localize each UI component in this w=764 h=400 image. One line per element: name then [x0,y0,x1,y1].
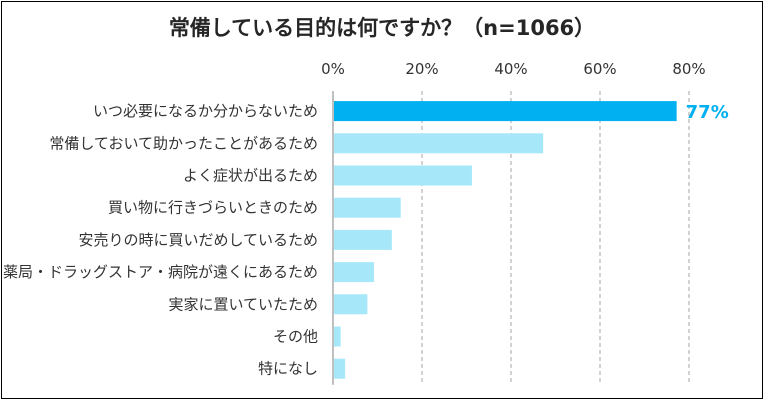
bar [334,165,472,186]
bar [334,358,346,379]
x-tick-label: 0% [321,60,345,78]
bar [334,294,368,315]
category-label: 安売りの時に買いだめしているため [78,231,318,249]
category-label: その他 [273,328,318,346]
category-label: 常備しておいて助かったことがあるため [49,134,318,152]
data-label: 77% [686,102,729,123]
category-label: 実家に置いていたため [168,295,318,313]
bar [334,229,392,250]
bar [334,133,544,154]
x-tick-label: 20% [405,60,438,78]
x-tick-label: 80% [672,60,705,78]
category-label: 買い物に行きづらいときのため [108,199,318,217]
x-tick-label: 40% [494,60,527,78]
bar [334,101,677,122]
x-tick-label: 60% [583,60,616,78]
category-label: 薬局・ドラッグストア・病院が遠くにあるため [3,263,318,281]
bar [334,197,401,218]
category-label: よく症状が出るため [183,167,318,185]
bar [334,262,375,283]
bar [334,326,341,347]
category-label: いつ必要になるか分からないため [93,102,318,120]
category-label: 特になし [258,360,318,378]
chart-title: 常備している目的は何ですか？（n=1066） [168,16,596,40]
